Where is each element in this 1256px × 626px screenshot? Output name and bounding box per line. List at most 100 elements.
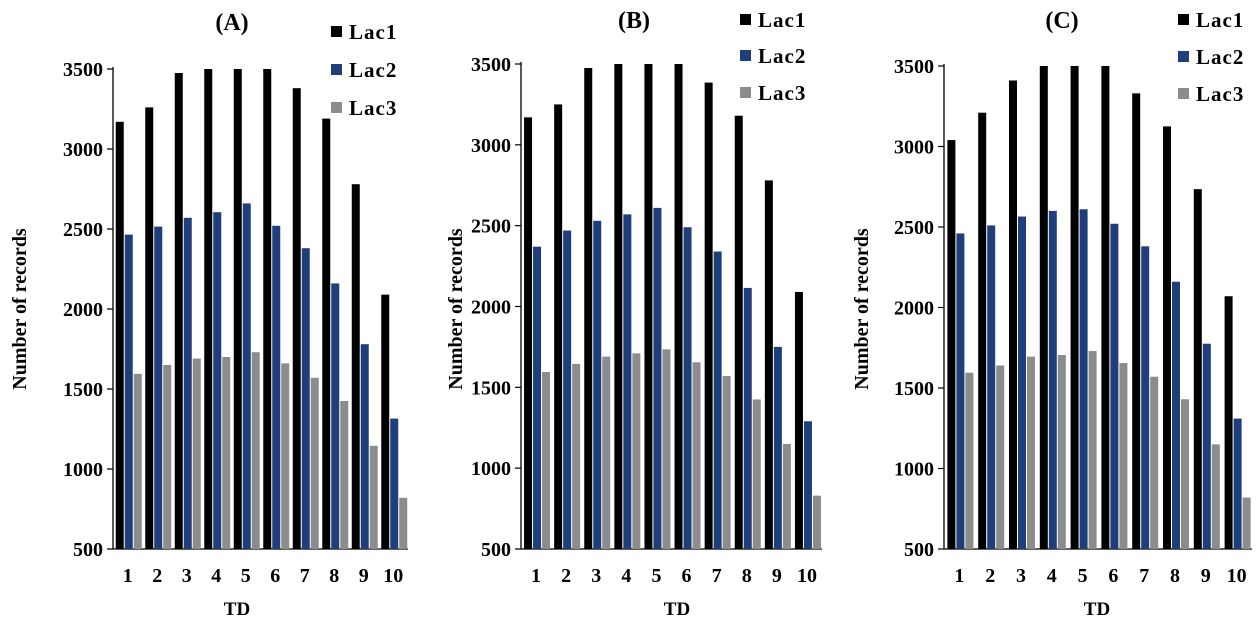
bar-lac1-td4 bbox=[204, 69, 213, 549]
bar-lac1-td4 bbox=[614, 64, 623, 549]
y-tick-label: 3000 bbox=[894, 137, 934, 159]
x-axis-label: TD bbox=[224, 599, 250, 620]
bar-lac2-td6 bbox=[1110, 223, 1119, 549]
x-tick-label: 2 bbox=[561, 565, 571, 587]
x-tick-label: 7 bbox=[1139, 565, 1149, 587]
bar-lac3-td8 bbox=[1181, 399, 1189, 549]
bar-lac3-td3 bbox=[1027, 356, 1035, 549]
bar-lac3-td5 bbox=[662, 349, 671, 549]
bar-lac3-td6 bbox=[692, 362, 701, 549]
x-tick-label: 4 bbox=[1047, 565, 1057, 587]
bar-lac2-td3 bbox=[1018, 216, 1026, 549]
bar-lac2-td4 bbox=[213, 212, 222, 549]
bar-lac3-td5 bbox=[1088, 350, 1097, 549]
bar-lac2-td10 bbox=[803, 421, 812, 549]
bar-lac2-td9 bbox=[773, 346, 782, 549]
x-tick-label: 2 bbox=[152, 565, 162, 587]
bar-lac2-td2 bbox=[154, 226, 163, 549]
bar-lac1-td9 bbox=[351, 184, 360, 549]
bar-lac2-td5 bbox=[1079, 209, 1088, 550]
bar-lac3-td8 bbox=[340, 401, 349, 549]
x-tick-label: 3 bbox=[1016, 565, 1026, 587]
chart-panel-1: (A) 500 1000 1500 2000 2500 3000 3500 1 2 3 4 5 6 7 8 9 1… bbox=[9, 10, 408, 620]
bar-lac1-td5 bbox=[644, 64, 653, 549]
bar-lac1-td5 bbox=[233, 69, 242, 549]
x-tick-label: 1 bbox=[531, 565, 541, 587]
legend-swatch-lac1 bbox=[1178, 14, 1189, 25]
bar-lac3-td2 bbox=[163, 365, 172, 549]
bar-lac3-td7 bbox=[310, 377, 319, 549]
bar-lac2-td2 bbox=[987, 225, 996, 549]
y-tick-label: 1000 bbox=[63, 459, 103, 481]
legend-label-lac2: Lac2 bbox=[349, 58, 397, 82]
x-tick-label: 8 bbox=[329, 565, 339, 587]
bar-lac2-td5 bbox=[653, 207, 662, 549]
y-tick-label: 500 bbox=[481, 539, 511, 561]
chart-title: (A) bbox=[215, 10, 248, 36]
bar-lac2-td1 bbox=[124, 234, 133, 549]
x-tick-label: 1 bbox=[954, 565, 964, 587]
bar-lac2-td1 bbox=[956, 233, 965, 549]
x-tick-label: 6 bbox=[1108, 565, 1118, 587]
legend-swatch-lac3 bbox=[331, 102, 342, 113]
bar-lac3-td5 bbox=[251, 352, 260, 549]
x-tick-label: 6 bbox=[682, 565, 692, 587]
legend-label-lac1: Lac1 bbox=[758, 8, 806, 32]
legend-swatch-lac2 bbox=[740, 50, 751, 61]
legend-swatch-lac2 bbox=[331, 64, 342, 75]
y-tick-label: 1500 bbox=[63, 379, 103, 401]
legend-label-lac2: Lac2 bbox=[758, 44, 806, 68]
x-tick-label: 1 bbox=[123, 565, 133, 587]
bar-lac3-td7 bbox=[1150, 376, 1159, 549]
bar-lac1-td4 bbox=[1039, 66, 1048, 549]
x-tick-label: 5 bbox=[241, 565, 251, 587]
y-tick-label: 500 bbox=[73, 539, 103, 561]
bar-lac2-td7 bbox=[713, 251, 722, 550]
bar-lac1-td8 bbox=[1163, 126, 1171, 549]
y-tick-label: 1500 bbox=[894, 378, 934, 400]
y-tick-label: 2500 bbox=[894, 217, 934, 239]
bar-lac3-td4 bbox=[632, 353, 641, 549]
bar-lac2-td6 bbox=[272, 225, 281, 550]
x-tick-label: 5 bbox=[1078, 565, 1088, 587]
chart-title: (C) bbox=[1045, 8, 1078, 34]
x-tick-label: 7 bbox=[712, 565, 722, 587]
bar-lac3-td4 bbox=[1057, 354, 1066, 549]
chart-panel-3: (C) 500 1000 1500 2000 2500 3000 3500 1 2 3 4 5 6 7 8 9 1… bbox=[851, 8, 1252, 620]
legend-swatch-lac3 bbox=[1178, 88, 1189, 99]
bar-lac3-td10 bbox=[812, 495, 821, 549]
bar-lac1-td9 bbox=[764, 180, 773, 549]
y-tick-label: 1000 bbox=[894, 459, 934, 481]
bar-lac2-td4 bbox=[623, 214, 632, 549]
x-tick-label: 10 bbox=[797, 565, 817, 587]
bar-lac3-td3 bbox=[192, 358, 201, 549]
bar-lac3-td7 bbox=[722, 376, 731, 549]
y-axis-label: Number of records bbox=[445, 228, 467, 390]
y-tick-label: 1000 bbox=[471, 458, 511, 480]
x-tick-label: 3 bbox=[591, 565, 601, 587]
bar-lac1-td8 bbox=[322, 118, 331, 549]
bar-lac3-td8 bbox=[752, 399, 761, 549]
y-tick-label: 2000 bbox=[894, 298, 934, 320]
bar-lac2-td3 bbox=[183, 217, 192, 550]
bar-lac1-td10 bbox=[381, 294, 390, 549]
bar-lac2-td7 bbox=[301, 248, 310, 549]
bar-lac1-td2 bbox=[554, 104, 563, 550]
bar-lac2-td10 bbox=[390, 418, 399, 549]
bar-lac3-td1 bbox=[965, 372, 974, 549]
bar-lac1-td3 bbox=[1009, 80, 1017, 550]
bar-lac3-td1 bbox=[133, 373, 142, 549]
legend-swatch-lac2 bbox=[1178, 51, 1189, 62]
y-tick-label: 2500 bbox=[63, 219, 103, 241]
x-tick-label: 6 bbox=[270, 565, 280, 587]
x-tick-label: 8 bbox=[742, 565, 752, 587]
bar-lac3-td3 bbox=[602, 356, 611, 549]
x-tick-label: 10 bbox=[383, 565, 403, 587]
bar-lac2-td7 bbox=[1141, 246, 1150, 549]
bar-lac1-td10 bbox=[1224, 296, 1233, 549]
y-tick-label: 2000 bbox=[471, 297, 511, 319]
x-tick-label: 5 bbox=[651, 565, 661, 587]
bar-lac1-td7 bbox=[292, 88, 301, 549]
x-tick-label: 9 bbox=[1201, 565, 1211, 587]
